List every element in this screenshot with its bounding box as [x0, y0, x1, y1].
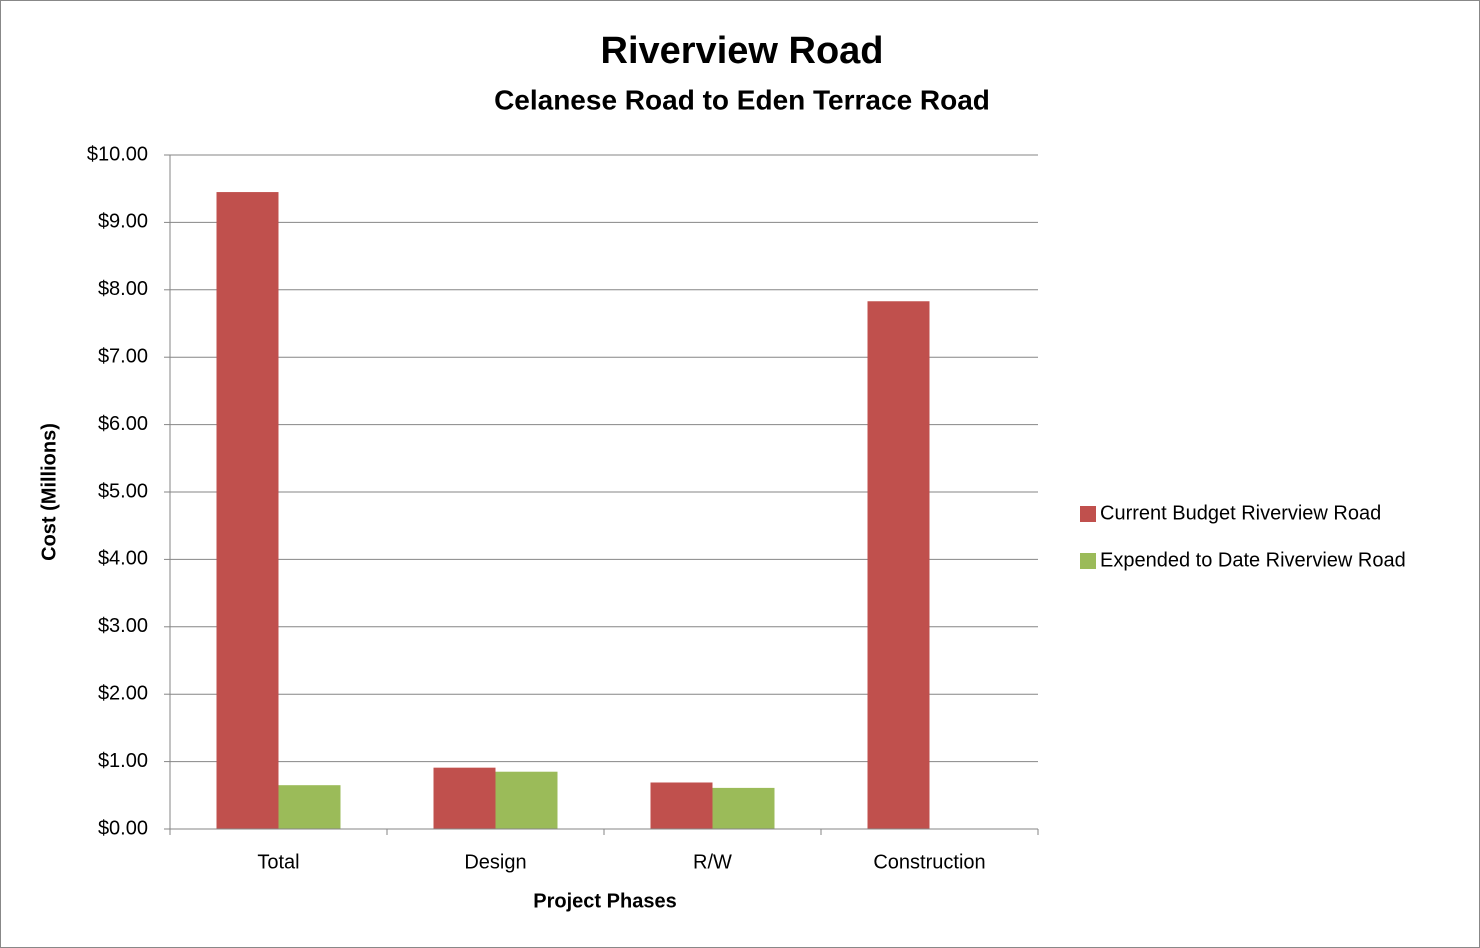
y-tick-label: $7.00	[98, 345, 148, 367]
y-tick-label: $4.00	[98, 548, 148, 570]
bar	[495, 771, 558, 829]
y-tick-label: $0.00	[98, 817, 148, 839]
y-tick-label: $6.00	[98, 413, 148, 435]
x-tick-label: Total	[257, 851, 299, 873]
y-tick-label: $1.00	[98, 750, 148, 772]
x-axis-label: Project Phases	[533, 890, 676, 912]
chart-subtitle: Celanese Road to Eden Terrace Road	[494, 84, 990, 115]
y-axis-label: Cost (Millions)	[38, 423, 60, 561]
y-tick-label: $2.00	[98, 682, 148, 704]
y-tick-label: $8.00	[98, 278, 148, 300]
bar	[650, 782, 713, 829]
x-tick-label: Design	[464, 851, 526, 873]
y-tick-label: $9.00	[98, 211, 148, 233]
legend-label: Expended to Date Riverview Road	[1100, 549, 1406, 571]
y-tick-label: $5.00	[98, 480, 148, 502]
bar	[433, 767, 496, 829]
bar	[278, 785, 341, 829]
chart-title: Riverview Road	[601, 30, 884, 72]
x-tick-label: R/W	[693, 851, 732, 873]
legend-swatch	[1080, 506, 1096, 522]
bar	[216, 192, 279, 829]
legend-label: Current Budget Riverview Road	[1100, 502, 1381, 524]
y-tick-label: $3.00	[98, 615, 148, 637]
bar	[712, 787, 775, 829]
x-tick-label: Construction	[873, 851, 985, 873]
y-tick-label: $10.00	[87, 143, 148, 165]
bar	[867, 301, 930, 829]
legend-swatch	[1080, 553, 1096, 569]
